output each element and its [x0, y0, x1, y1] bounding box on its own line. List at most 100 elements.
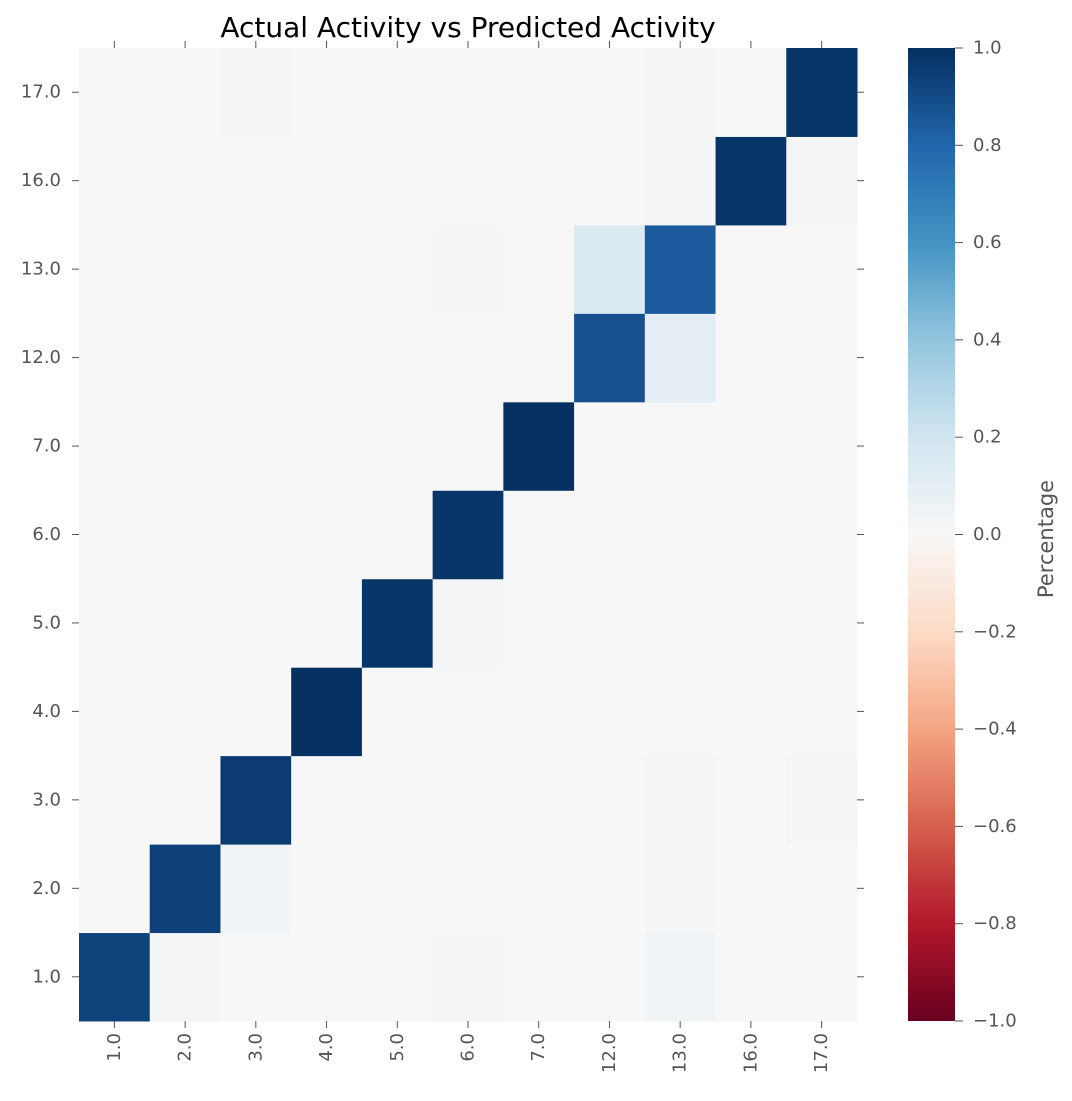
heatmap-cell: [786, 48, 858, 137]
heatmap-cell: [786, 224, 858, 314]
y-tick-label: 5.0: [32, 612, 61, 633]
heatmap-cell: [574, 578, 646, 668]
heatmap-cell: [291, 844, 363, 934]
heatmap-cell: [361, 667, 434, 757]
heatmap-cell: [361, 490, 434, 580]
heatmap-cell: [79, 490, 151, 580]
colorbar-tick-label: 0.8: [973, 135, 1002, 156]
heatmap-cell: [149, 755, 221, 845]
heatmap-cell: [644, 667, 717, 757]
heatmap-cell: [574, 224, 646, 314]
heatmap-cell: [574, 48, 646, 137]
colorbar-tick-label: 0.4: [973, 329, 1002, 350]
heatmap-cell: [644, 755, 717, 845]
x-tick-label: 7.0: [528, 1033, 549, 1062]
heatmap-cell: [432, 48, 504, 137]
heatmap-cell: [149, 932, 221, 1022]
x-tick-label: 4.0: [316, 1033, 337, 1062]
heatmap-cell: [432, 932, 504, 1022]
heatmap-cell: [786, 932, 858, 1022]
heatmap-cell: [361, 844, 434, 934]
heatmap-cell: [644, 490, 717, 580]
heatmap-cell: [503, 490, 575, 580]
heatmap-cell: [149, 578, 221, 668]
heatmap-cell: [574, 667, 646, 757]
colorbar-tick-label: −1.0: [973, 1011, 1017, 1032]
heatmap-cell: [220, 224, 292, 314]
heatmap-cell: [149, 401, 221, 491]
colorbar-gradient: [908, 48, 955, 1021]
heatmap-cell: [503, 401, 575, 491]
heatmap-cell: [361, 136, 434, 226]
heatmap-cell: [644, 578, 717, 668]
heatmap-cell: [149, 667, 221, 757]
heatmap-cell: [220, 490, 292, 580]
y-tick-label: 1.0: [32, 966, 61, 987]
heatmap-cell: [361, 401, 434, 491]
colorbar-tick-label: 1.0: [973, 38, 1002, 59]
heatmap-cell: [786, 844, 858, 934]
heatmap-cell: [220, 578, 292, 668]
heatmap-cell: [432, 490, 504, 580]
heatmap-cell: [149, 490, 221, 580]
heatmap-cell: [503, 932, 575, 1022]
heatmap-cell: [503, 578, 575, 668]
heatmap-cell: [361, 932, 434, 1022]
heatmap-cell: [79, 755, 151, 845]
colorbar: Percentage −1.0 −0.8 −0.6 −0.4 −0.2 0.0 0.2 0.4…: [908, 38, 1058, 1032]
x-tick-label: 17.0: [811, 1033, 832, 1073]
colorbar-tick-label: −0.4: [973, 719, 1017, 740]
heatmap-cell: [574, 932, 646, 1022]
heatmap-cell: [220, 932, 292, 1022]
x-tick-label: 6.0: [458, 1033, 479, 1062]
heatmap-cell: [79, 932, 151, 1022]
heatmap-cell: [79, 313, 151, 403]
heatmap-cell: [432, 401, 504, 491]
heatmap-cell: [786, 667, 858, 757]
y-tick-label: 16.0: [21, 170, 61, 191]
heatmap-cell: [503, 48, 575, 137]
heatmap-cell: [220, 667, 292, 757]
y-tick-label: 2.0: [32, 878, 61, 899]
heatmap-cell: [715, 844, 787, 934]
heatmap-cell: [361, 48, 434, 137]
heatmap-cell: [644, 224, 717, 314]
heatmap-cell: [79, 401, 151, 491]
heatmap-cell: [432, 136, 504, 226]
heatmap-cell: [715, 667, 787, 757]
heatmap-cell: [291, 490, 363, 580]
x-tick-label: 13.0: [670, 1033, 691, 1073]
heatmap-cell: [503, 313, 575, 403]
heatmap-cell: [79, 136, 151, 226]
heatmap-cell: [574, 844, 646, 934]
colorbar-tick-label: 0.2: [973, 427, 1002, 448]
x-tick-label: 16.0: [740, 1033, 761, 1073]
heatmap-cell: [432, 578, 504, 668]
heatmap-cell: [361, 755, 434, 845]
heatmap-cell: [149, 136, 221, 226]
y-tick-label: 3.0: [32, 789, 61, 810]
heatmap-cell: [715, 932, 787, 1022]
x-tick-label: 1.0: [104, 1033, 125, 1062]
heatmap-cell: [503, 136, 575, 226]
heatmap-cell: [432, 844, 504, 934]
heatmap-cell: [220, 755, 292, 845]
heatmap-cell: [786, 578, 858, 668]
colorbar-label: Percentage: [1034, 480, 1058, 598]
heatmap-cell: [149, 48, 221, 137]
heatmap-cell: [432, 667, 504, 757]
heatmap-cell: [715, 401, 787, 491]
heatmap-cell: [715, 313, 787, 403]
heatmap-cell: [149, 224, 221, 314]
heatmap-cell: [503, 667, 575, 757]
heatmap-cell: [786, 136, 858, 226]
x-tick-label: 5.0: [387, 1033, 408, 1062]
y-tick-label: 17.0: [21, 82, 61, 103]
heatmap-cell: [503, 755, 575, 845]
heatmap-cell: [715, 48, 787, 137]
heatmap-cell: [715, 578, 787, 668]
colorbar-tick-label: −0.2: [973, 621, 1017, 642]
heatmap-cell: [291, 932, 363, 1022]
heatmap-cell: [715, 224, 787, 314]
heatmap-cell: [644, 401, 717, 491]
